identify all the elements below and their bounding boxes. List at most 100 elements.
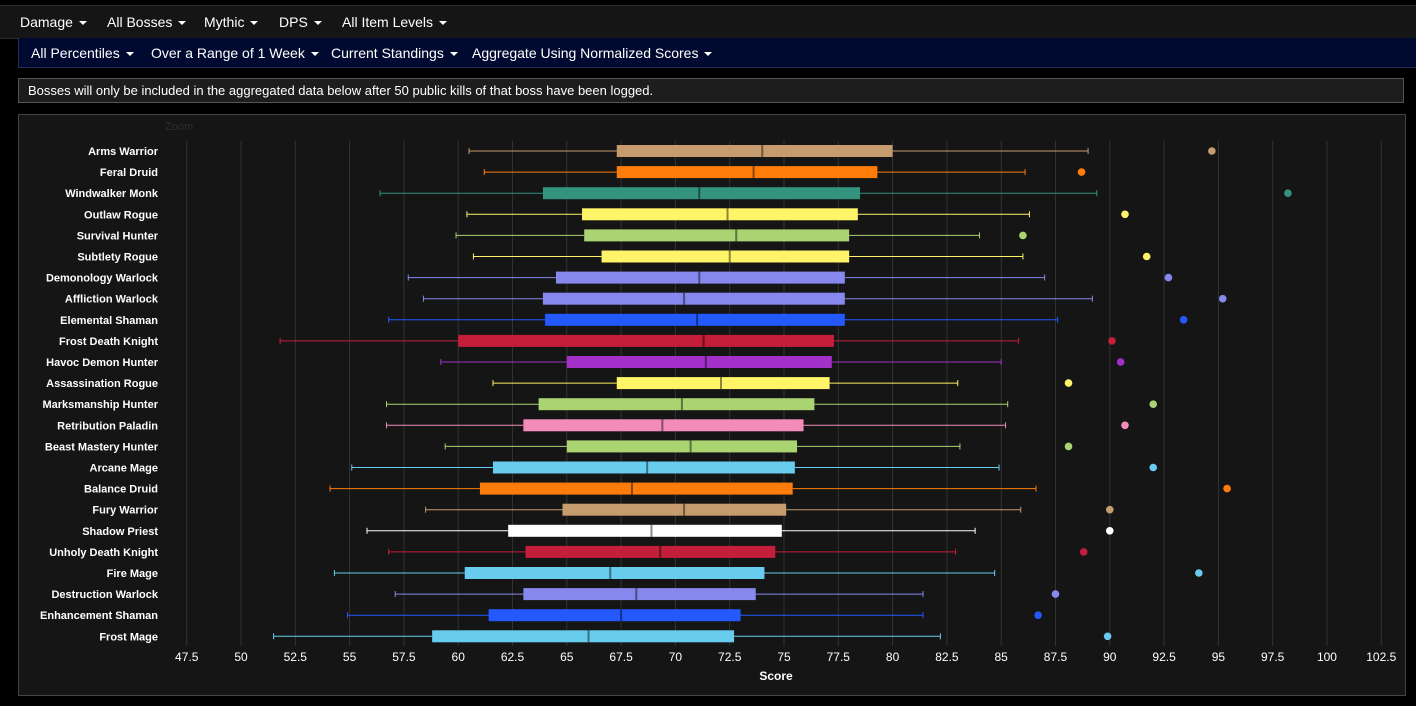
box-series: Arcane Mage — [90, 461, 1158, 475]
percentile-dropdown[interactable]: All Percentiles — [31, 38, 134, 67]
box-series: Fire Mage — [107, 567, 1203, 580]
category-label: Destruction Warlock — [51, 589, 158, 601]
x-tick-label: 57.5 — [392, 650, 416, 664]
outlier-point — [1103, 632, 1112, 641]
category-label: Assassination Rogue — [46, 378, 158, 390]
x-axis-title: Score — [759, 669, 793, 683]
aggregate-dropdown[interactable]: Aggregate Using Normalized Scores — [472, 38, 713, 67]
filter-toolbar-primary: Damage All Bosses Mythic DPS All Item Le… — [0, 5, 1416, 39]
box — [566, 356, 832, 368]
x-tick-label: 60 — [452, 650, 466, 664]
box-series: Unholy Death Knight — [49, 545, 1088, 559]
category-label: Havoc Demon Hunter — [46, 357, 159, 369]
outlier-point — [1142, 252, 1151, 261]
box — [562, 503, 787, 516]
chevron-down-icon — [313, 21, 322, 25]
x-tick-label: 92.5 — [1152, 650, 1176, 664]
outlier-point — [1105, 505, 1114, 514]
box — [582, 208, 858, 221]
aggregation-notice: Bosses will only be included in the aggr… — [18, 78, 1404, 103]
category-label: Elemental Shaman — [60, 315, 158, 327]
box — [584, 229, 850, 242]
box-series: Elemental Shaman — [60, 313, 1188, 327]
x-tick-label: 87.5 — [1044, 650, 1068, 664]
x-tick-label: 75 — [777, 650, 791, 664]
chevron-down-icon — [250, 21, 259, 25]
metric-dropdown[interactable]: Damage — [20, 6, 87, 38]
standings-dropdown[interactable]: Current Standings — [331, 38, 458, 67]
box — [616, 166, 878, 179]
role-dropdown[interactable]: DPS — [279, 6, 322, 38]
category-label: Beast Mastery Hunter — [45, 441, 159, 453]
box — [458, 334, 834, 347]
x-tick-label: 95 — [1212, 650, 1226, 664]
outlier-point — [1218, 294, 1227, 303]
box — [542, 292, 845, 305]
x-tick-label: 72.5 — [718, 650, 742, 664]
category-label: Arms Warrior — [88, 146, 159, 158]
x-tick-label: 70 — [669, 650, 683, 664]
category-label: Fury Warrior — [92, 505, 158, 517]
box-series: Assassination Rogue — [46, 377, 1073, 390]
outlier-point — [1149, 400, 1158, 409]
outlier-point — [1077, 168, 1086, 176]
box — [525, 545, 776, 558]
box — [542, 187, 861, 200]
outlier-point — [1164, 273, 1173, 282]
box-series: Outlaw Rogue — [84, 208, 1129, 221]
x-tick-label: 97.5 — [1261, 650, 1285, 664]
boxplot-chart[interactable]: Zoom 47.5 50 52.5 55 57.5 60 62.5 65 67.5 70 72.5 7… — [18, 114, 1406, 696]
boss-dropdown[interactable]: All Bosses — [107, 6, 187, 38]
box-series: Marksmanship Hunter — [42, 398, 1158, 411]
zoom-label: Zoom — [165, 121, 193, 133]
x-tick-label: 67.5 — [609, 650, 633, 664]
outlier-point — [1223, 484, 1231, 493]
chevron-down-icon — [310, 51, 319, 56]
time-range-dropdown[interactable]: Over a Range of 1 Week — [151, 38, 319, 67]
category-label: Frost Mage — [99, 631, 158, 643]
box — [555, 271, 845, 284]
aggregate-dropdown-label: Aggregate Using Normalized Scores — [472, 44, 699, 61]
x-tick-label: 47.5 — [175, 650, 199, 664]
box — [464, 567, 765, 579]
outlier-point — [1079, 548, 1088, 556]
difficulty-dropdown[interactable]: Mythic — [204, 6, 259, 38]
box — [538, 398, 815, 411]
category-label: Subtlety Rogue — [77, 252, 158, 264]
standings-dropdown-label: Current Standings — [331, 44, 444, 61]
outlier-point — [1105, 527, 1114, 535]
x-tick-label: 50 — [234, 650, 248, 664]
outlier-point — [1121, 421, 1129, 430]
box — [616, 377, 830, 390]
chevron-down-icon — [439, 21, 448, 25]
outlier-point — [1064, 442, 1073, 451]
x-tick-label: 62.5 — [501, 650, 525, 664]
category-label: Frost Death Knight — [59, 336, 158, 348]
percentile-dropdown-label: All Percentiles — [31, 44, 120, 61]
x-tick-label: 82.5 — [935, 650, 959, 664]
category-label: Survival Hunter — [77, 230, 159, 242]
outlier-point — [1149, 463, 1158, 472]
time-range-dropdown-label: Over a Range of 1 Week — [151, 44, 305, 61]
filter-toolbar-secondary: All Percentiles Over a Range of 1 Week C… — [18, 38, 1416, 68]
chevron-down-icon — [78, 21, 87, 25]
box — [508, 524, 782, 537]
box-series: Survival Hunter — [77, 229, 1027, 242]
outlier-point — [1064, 379, 1073, 387]
box-series: Frost Mage — [99, 630, 1112, 643]
box — [616, 145, 893, 157]
category-label: Fire Mage — [107, 568, 158, 580]
metric-dropdown-label: Damage — [20, 14, 73, 30]
category-label: Enhancement Shaman — [40, 610, 158, 622]
outlier-point — [1284, 189, 1292, 197]
box-series: Fury Warrior — [92, 503, 1114, 517]
box-series: Feral Druid — [100, 166, 1086, 179]
box-series: Beast Mastery Hunter — [45, 440, 1073, 453]
category-label: Unholy Death Knight — [49, 547, 158, 559]
category-label: Marksmanship Hunter — [42, 399, 158, 411]
chart-svg: Zoom 47.5 50 52.5 55 57.5 60 62.5 65 67.5 70 72.5 7… — [40, 121, 1397, 683]
box — [432, 630, 735, 643]
outlier-point — [1019, 231, 1027, 240]
item-level-dropdown[interactable]: All Item Levels — [342, 6, 448, 38]
category-label: Outlaw Rogue — [84, 209, 158, 221]
